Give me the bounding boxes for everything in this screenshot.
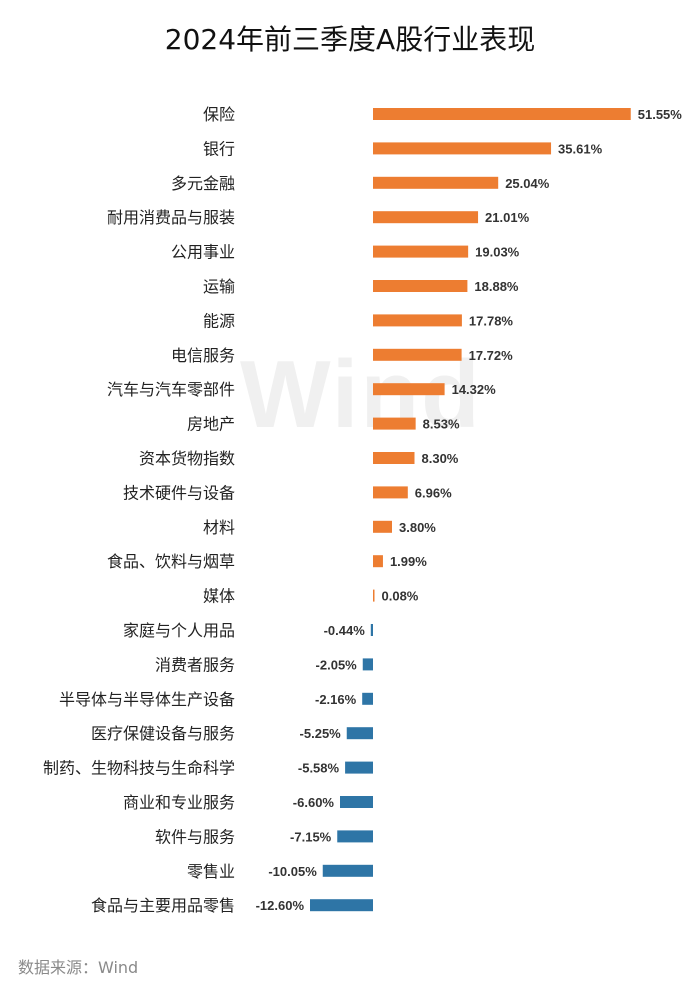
category-label: 技术硬件与设备	[123, 483, 235, 502]
value-label: 17.78%	[469, 313, 514, 328]
category-label: 商业和专业服务	[123, 793, 235, 812]
value-label: 17.72%	[469, 348, 514, 363]
bar	[373, 211, 479, 224]
bar	[373, 142, 552, 155]
bar	[373, 589, 375, 602]
source-note: 数据来源：Wind	[18, 958, 139, 977]
value-label: 21.01%	[485, 210, 530, 225]
category-label: 医疗保健设备与服务	[91, 724, 235, 743]
bar	[362, 692, 373, 705]
category-label: 软件与服务	[155, 827, 235, 846]
category-label: 能源	[203, 311, 235, 330]
value-label: -10.05%	[268, 864, 317, 879]
value-label: 0.08%	[382, 589, 419, 604]
category-label: 资本货物指数	[139, 449, 235, 468]
category-label: 零售业	[187, 862, 235, 881]
bar	[373, 280, 468, 292]
value-label: 25.04%	[505, 176, 550, 191]
bar	[370, 624, 373, 636]
bar	[340, 796, 373, 808]
value-label: 51.55%	[638, 107, 683, 122]
value-label: -2.05%	[316, 657, 358, 672]
category-label: 运输	[203, 277, 235, 296]
value-label: 14.32%	[452, 382, 497, 397]
bar	[373, 245, 469, 258]
category-label: 材料	[203, 518, 235, 537]
bar	[346, 727, 373, 740]
category-label: 保险	[203, 105, 235, 124]
category-label: 食品、饮料与烟草	[107, 552, 235, 571]
category-label: 食品与主要用品零售	[91, 896, 235, 915]
value-label: 19.03%	[475, 245, 520, 260]
chart-title: 2024年前三季度A股行业表现	[164, 23, 536, 56]
bar	[373, 555, 383, 568]
category-label: 半导体与半导体生产设备	[59, 690, 235, 709]
value-label: 8.30%	[422, 451, 459, 466]
value-label: -6.60%	[293, 795, 335, 810]
bar	[345, 761, 373, 774]
value-label: -0.44%	[324, 623, 366, 638]
value-label: 35.61%	[558, 141, 603, 156]
value-label: -7.15%	[290, 829, 332, 844]
value-label: -5.58%	[298, 761, 340, 776]
bar	[373, 520, 392, 533]
value-label: 6.96%	[415, 485, 452, 500]
value-label: 3.80%	[399, 520, 436, 535]
bar	[373, 452, 415, 464]
category-label: 家庭与个人用品	[123, 621, 235, 640]
bar	[337, 830, 373, 843]
bar	[373, 383, 445, 396]
value-label: -2.16%	[315, 692, 357, 707]
category-label: 公用事业	[171, 243, 235, 262]
category-label: 制药、生物科技与生命科学	[43, 759, 235, 778]
bar	[373, 176, 499, 189]
category-label: 多元金融	[171, 174, 235, 193]
value-label: -12.60%	[256, 898, 305, 913]
category-label: 银行	[203, 139, 235, 158]
value-label: -5.25%	[300, 726, 342, 741]
bar	[373, 314, 462, 327]
category-label: 消费者服务	[155, 655, 235, 674]
category-label: 耐用消费品与服装	[107, 208, 235, 227]
bar	[373, 348, 462, 361]
category-label: 媒体	[203, 587, 235, 606]
bar	[322, 864, 373, 877]
bar	[373, 108, 631, 120]
bar	[362, 658, 373, 671]
category-label: 房地产	[187, 415, 235, 434]
category-label: 电信服务	[171, 346, 235, 365]
category-label: 汽车与汽车零部件	[107, 380, 235, 399]
value-label: 1.99%	[390, 554, 427, 569]
bar	[373, 486, 408, 499]
bar	[373, 417, 416, 430]
bar	[310, 899, 373, 912]
value-label: 18.88%	[474, 279, 519, 294]
value-label: 8.53%	[423, 417, 460, 432]
